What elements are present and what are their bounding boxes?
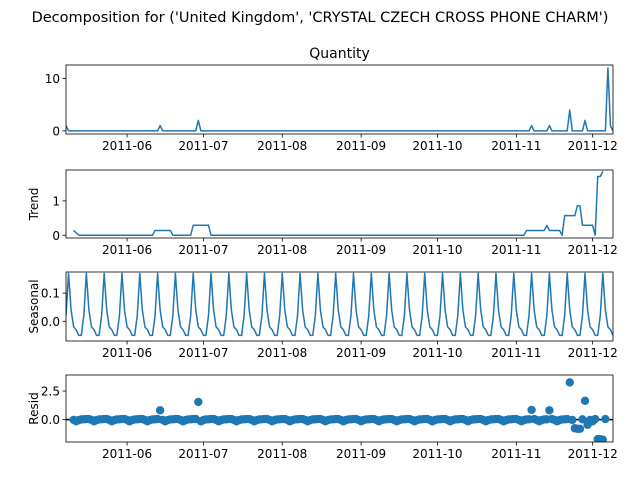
plot-area-1	[66, 67, 613, 132]
series-line	[66, 67, 613, 132]
x-tick-label: 2011-07	[178, 447, 228, 461]
panel-1: 2011-06 2011-07 2011-08 2011-09 2011-10 2011-…	[45, 46, 618, 153]
resid-point	[155, 406, 165, 415]
x-tick-label: 2011-09	[336, 139, 386, 153]
plot-area-4	[66, 378, 613, 442]
y-axis-label: Resid	[27, 392, 41, 424]
axes-frame	[65, 374, 614, 443]
resid-point	[580, 396, 590, 405]
panel-3: 2011-06 2011-07 2011-08 2011-09 2011-10 2011-…	[27, 271, 618, 360]
y-tick-label: 1	[52, 194, 60, 208]
x-tick-label: 2011-10	[412, 243, 462, 257]
y-tick-label: 0.0	[41, 315, 60, 329]
resid-point	[545, 406, 554, 415]
x-tick-label: 2011-12	[568, 346, 618, 360]
y-axis-label: Seasonal	[27, 279, 41, 333]
y-tick-label: 0.0	[41, 413, 60, 427]
panels: 2011-06 2011-07 2011-08 2011-09 2011-10 2011-…	[27, 46, 618, 461]
resid-point	[565, 378, 574, 387]
x-tick-label: 2011-06	[102, 346, 152, 360]
resid-point	[194, 397, 203, 407]
y-tick-label: 0	[52, 229, 60, 243]
x-tick-label: 2011-08	[257, 243, 307, 257]
resid-point	[601, 414, 610, 424]
figure-title: Decomposition for ('United Kingdom', 'CR…	[32, 10, 609, 26]
axes-frame	[65, 169, 614, 239]
panel-4: 2011-06 2011-07 2011-08 2011-09 2011-10 2011-…	[27, 374, 618, 461]
x-tick-label: 2011-10	[412, 447, 462, 461]
x-tick-label: 2011-11	[491, 346, 541, 360]
x-tick-label: 2011-10	[412, 346, 462, 360]
x-tick-label: 2011-06	[102, 139, 152, 153]
y-tick-label: 2.5	[41, 385, 60, 399]
y-tick-label: 0	[52, 124, 60, 138]
plot-area-2	[73, 171, 604, 236]
plot-area-3	[66, 272, 613, 337]
y-tick-label: 10	[45, 72, 60, 86]
axes-frame	[65, 64, 614, 135]
x-tick-label: 2011-10	[412, 139, 462, 153]
resid-point	[590, 414, 600, 424]
resid-point	[598, 435, 608, 442]
x-tick-label: 2011-09	[336, 243, 386, 257]
resid-point	[568, 415, 577, 425]
x-tick-label: 2011-11	[491, 139, 541, 153]
axes-frame	[65, 271, 614, 342]
x-tick-label: 2011-11	[491, 447, 541, 461]
seasonal-line	[66, 272, 613, 337]
x-tick-label: 2011-07	[178, 139, 228, 153]
resid-point	[578, 415, 587, 424]
x-tick-label: 2011-07	[178, 346, 228, 360]
x-tick-label: 2011-06	[102, 243, 152, 257]
panel-2: 2011-06 2011-07 2011-08 2011-09 2011-10 2011-…	[27, 169, 618, 257]
x-tick-label: 2011-12	[568, 243, 618, 257]
resid-point	[527, 405, 536, 415]
x-tick-label: 2011-08	[257, 447, 307, 461]
x-tick-label: 2011-06	[102, 447, 152, 461]
resid-point	[575, 424, 585, 434]
x-tick-label: 2011-12	[568, 139, 618, 153]
series-line	[73, 171, 604, 236]
x-tick-label: 2011-09	[336, 346, 386, 360]
x-tick-label: 2011-11	[491, 243, 541, 257]
x-tick-label: 2011-08	[257, 139, 307, 153]
x-tick-label: 2011-08	[257, 346, 307, 360]
x-tick-label: 2011-09	[336, 447, 386, 461]
panel-title: Quantity	[309, 46, 370, 62]
y-tick-label: 0.1	[41, 287, 60, 301]
x-tick-label: 2011-12	[568, 447, 618, 461]
y-axis-label: Trend	[27, 188, 41, 222]
x-tick-label: 2011-07	[178, 243, 228, 257]
